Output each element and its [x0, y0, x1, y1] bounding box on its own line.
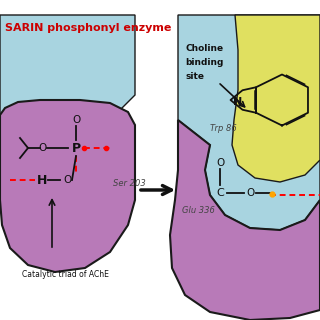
Text: O: O	[63, 175, 71, 185]
Text: SARIN phosphonyl enzyme: SARIN phosphonyl enzyme	[5, 23, 172, 33]
Text: H: H	[37, 173, 47, 187]
Text: site: site	[185, 71, 204, 81]
Text: Glu 336: Glu 336	[182, 205, 215, 214]
Polygon shape	[232, 15, 320, 182]
Polygon shape	[178, 15, 320, 230]
Text: O: O	[38, 143, 46, 153]
Text: Choline: Choline	[185, 44, 223, 52]
Text: Ser 203: Ser 203	[113, 179, 146, 188]
Text: P: P	[71, 141, 81, 155]
Polygon shape	[0, 100, 135, 272]
Text: O: O	[72, 115, 80, 125]
Polygon shape	[170, 120, 320, 320]
Text: O: O	[246, 188, 254, 198]
Text: O: O	[216, 158, 224, 168]
Text: binding: binding	[185, 58, 223, 67]
Polygon shape	[0, 15, 135, 120]
Text: Trp 86: Trp 86	[210, 124, 237, 132]
Text: C: C	[216, 188, 224, 198]
Text: N: N	[233, 97, 243, 107]
Text: Catalytic triad of AChE: Catalytic triad of AChE	[21, 270, 108, 279]
